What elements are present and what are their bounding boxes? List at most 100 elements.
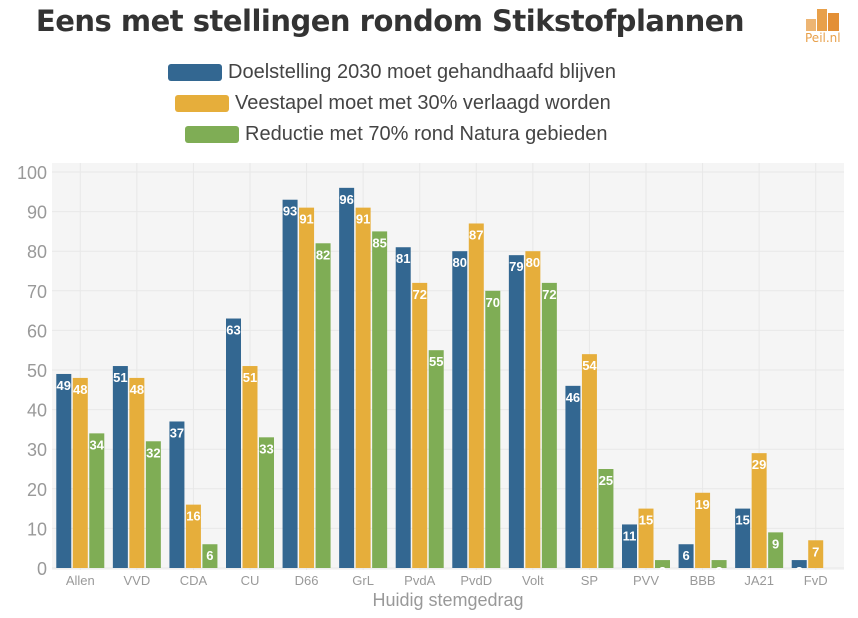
bar <box>735 508 751 568</box>
bar <box>372 231 388 568</box>
bar-value-label: 2 <box>796 564 803 579</box>
bar <box>452 251 468 568</box>
legend-swatch <box>168 63 222 81</box>
legend-swatch <box>185 125 239 143</box>
x-axis-ticks: Allen VVD CDA CU D66 GrL PvdA PvdD Volt SP PVV BBB J… <box>66 573 828 588</box>
bar <box>185 504 201 568</box>
bar <box>655 560 670 568</box>
bar <box>695 492 711 568</box>
bars <box>56 187 824 569</box>
legend-item-veestapel[interactable]: Veestapel moet met 30% verlaagd worden <box>175 91 611 115</box>
bar-value-label: 11 <box>623 528 637 543</box>
bar <box>339 187 355 568</box>
bar <box>412 282 428 568</box>
bar-value-label: 91 <box>356 212 370 227</box>
bar <box>581 354 597 568</box>
bar-value-label: 15 <box>735 513 749 528</box>
bar <box>395 247 411 569</box>
x-tick-label: PVV <box>633 573 659 588</box>
y-tick-label: 20 <box>27 480 47 500</box>
bar-value-label: 15 <box>639 513 653 528</box>
bar <box>202 544 218 568</box>
y-tick-label: 0 <box>37 559 47 579</box>
bar-value-label: 72 <box>412 287 426 302</box>
bar-value-label: 2 <box>659 564 666 579</box>
bar-value-label: 85 <box>372 235 386 250</box>
bar-value-label: 25 <box>599 473 613 488</box>
x-tick-label: PvdD <box>460 573 492 588</box>
bar <box>598 469 614 568</box>
bar <box>299 207 315 568</box>
bar-value-label: 19 <box>695 497 709 512</box>
bar-value-label: 33 <box>259 441 273 456</box>
x-tick-label: PvdA <box>404 573 435 588</box>
bar <box>242 366 258 568</box>
bar-value-label: 9 <box>772 536 779 551</box>
bar-value-label: 32 <box>146 445 160 460</box>
bar-value-label: 87 <box>469 227 483 242</box>
x-tick-label: BBB <box>690 573 716 588</box>
bar-value-label: 49 <box>57 378 71 393</box>
legend-item-reductie[interactable]: Reductie met 70% rond Natura gebieden <box>185 122 607 146</box>
bar <box>129 377 145 568</box>
x-axis-title: Huidig stemgedrag <box>372 590 523 610</box>
bar <box>678 544 694 568</box>
bar-value-label: 82 <box>316 247 330 262</box>
bar-value-label: 80 <box>526 255 540 270</box>
y-tick-label: 10 <box>27 519 47 539</box>
bar-value-label: 63 <box>226 323 240 338</box>
x-tick-label: SP <box>581 573 598 588</box>
x-tick-label: GrL <box>352 573 374 588</box>
bar <box>711 560 727 568</box>
bar <box>145 441 161 568</box>
bar-value-label: 48 <box>130 382 144 397</box>
bar <box>485 290 501 568</box>
bar-value-label: 29 <box>752 457 766 472</box>
y-tick-label: 40 <box>27 401 47 421</box>
y-tick-label: 30 <box>27 440 47 460</box>
bar-value-label: 54 <box>582 358 597 373</box>
bar-value-label: 34 <box>90 437 105 452</box>
chart-title: Eens met stellingen rondom Stikstofplann… <box>35 4 745 38</box>
y-tick-label: 60 <box>27 321 47 341</box>
x-tick-label: CU <box>241 573 260 588</box>
bar <box>565 385 581 568</box>
peil-logo: Peil.nl <box>800 6 850 46</box>
bar <box>355 207 371 568</box>
x-tick-label: FvD <box>804 573 828 588</box>
bar-value-label: 51 <box>243 370 257 385</box>
y-tick-label: 50 <box>27 361 47 381</box>
bar-value-label: 6 <box>682 548 689 563</box>
legend-label: Reductie met 70% rond Natura gebieden <box>245 122 608 145</box>
bar-value-label: 93 <box>283 204 297 219</box>
x-tick-label: Volt <box>522 573 544 588</box>
bar <box>169 421 185 568</box>
bar-value-label: 79 <box>509 259 523 274</box>
bar-value-label: 72 <box>542 287 556 302</box>
bar-value-label: 91 <box>299 212 313 227</box>
y-tick-label: 70 <box>27 282 47 302</box>
bar <box>428 350 444 568</box>
x-tick-label: CDA <box>180 573 208 588</box>
bar-value-label: 80 <box>453 255 467 270</box>
legend-item-doelstelling[interactable]: Doelstelling 2030 moet gehandhaafd blijv… <box>168 60 616 84</box>
bar <box>226 318 241 568</box>
bar-value-label: 70 <box>486 295 500 310</box>
bar <box>72 377 88 568</box>
bar-labels: 49 48345148323716663513393918296918581725… <box>57 192 820 579</box>
bar <box>315 243 331 568</box>
bar <box>768 532 784 568</box>
bar <box>56 373 72 568</box>
legend-label: Doelstelling 2030 moet gehandhaafd blijv… <box>228 60 617 83</box>
bar <box>112 366 128 568</box>
bar <box>508 255 524 568</box>
x-tick-label: JA21 <box>744 573 774 588</box>
x-tick-label: Allen <box>66 573 95 588</box>
y-tick-label: 100 <box>17 163 47 183</box>
bar-value-label: 6 <box>206 548 213 563</box>
legend-label: Veestapel moet met 30% verlaagd worden <box>235 91 611 114</box>
bar-value-label: 37 <box>170 425 184 440</box>
bar <box>791 560 807 568</box>
bar <box>259 437 274 568</box>
